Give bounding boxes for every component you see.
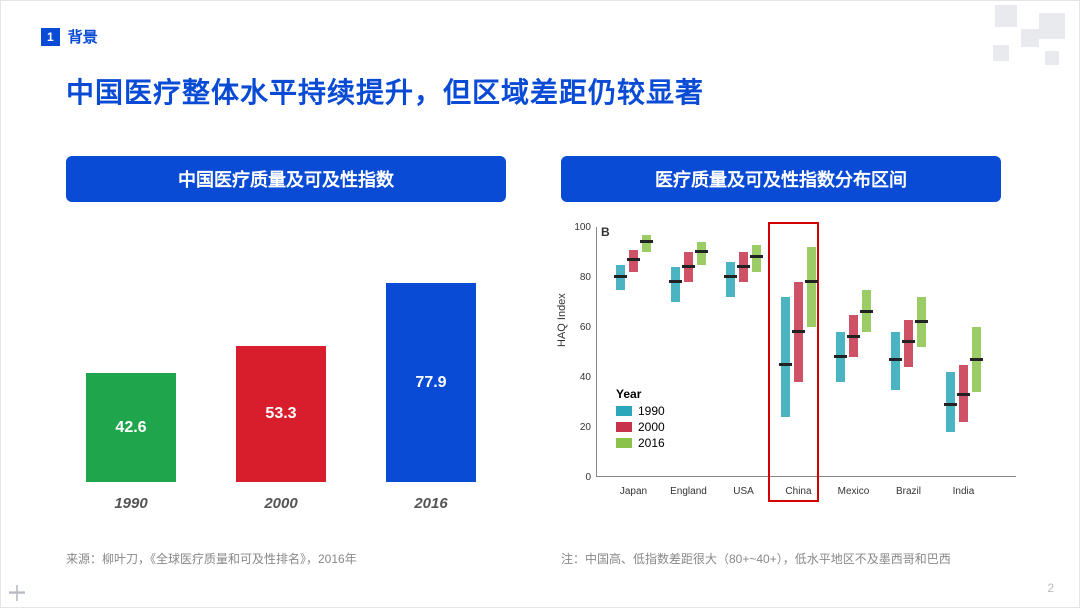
- x-tick: Mexico: [826, 486, 881, 497]
- range-median: [792, 330, 805, 333]
- range-bar: [904, 320, 913, 368]
- x-tick: Japan: [606, 486, 661, 497]
- right-footnote: 注：中国高、低指数差距很大（80+~40+），低水平地区不及墨西哥和巴西: [561, 550, 951, 567]
- y-tick: 20: [561, 422, 591, 433]
- range-median: [944, 403, 957, 406]
- bar-category-label: 2016: [386, 495, 476, 512]
- legend-item: 1990: [616, 404, 665, 418]
- legend-label: 2016: [638, 436, 665, 450]
- range-median: [627, 258, 640, 261]
- x-tick: Brazil: [881, 486, 936, 497]
- bar: 53.3: [236, 346, 326, 482]
- left-footnote: 来源：柳叶刀，《全球医疗质量和可及性排名》，2016年: [66, 550, 357, 567]
- range-bar: [697, 242, 706, 265]
- legend-label: 1990: [638, 404, 665, 418]
- range-median: [669, 280, 682, 283]
- range-bar: [642, 235, 651, 253]
- range-median: [779, 363, 792, 366]
- bar-chart: 42.6 1990 53.3 2000 77.9 2016: [66, 227, 506, 517]
- bar: 42.6: [86, 373, 176, 482]
- legend-item: 2000: [616, 420, 665, 434]
- range-bar: [891, 332, 900, 390]
- bar-category-label: 2000: [236, 495, 326, 512]
- section-number: 1: [41, 28, 60, 46]
- range-bar: [781, 297, 790, 417]
- legend-title: Year: [616, 387, 665, 401]
- range-bar: [671, 267, 680, 302]
- range-median: [889, 358, 902, 361]
- page-title: 中国医疗整体水平持续提升，但区域差距仍较显著: [66, 71, 704, 111]
- page-number: 2: [1047, 581, 1054, 595]
- range-bar: [752, 245, 761, 273]
- range-chart: B020406080100HAQ IndexJapanEnglandUSAChi…: [561, 217, 1021, 507]
- bar: 77.9: [386, 283, 476, 482]
- range-median: [750, 255, 763, 258]
- slide: 1 背景 中国医疗整体水平持续提升，但区域差距仍较显著 中国医疗质量及可及性指数…: [0, 0, 1080, 608]
- legend-swatch: [616, 422, 632, 432]
- left-panel-header: 中国医疗质量及可及性指数: [66, 156, 506, 202]
- range-median: [737, 265, 750, 268]
- legend-item: 2016: [616, 436, 665, 450]
- y-axis-label: HAQ Index: [556, 293, 568, 347]
- section-label: 背景: [68, 26, 98, 47]
- range-median: [834, 355, 847, 358]
- range-median: [860, 310, 873, 313]
- x-tick: England: [661, 486, 716, 497]
- legend-swatch: [616, 406, 632, 416]
- range-median: [640, 240, 653, 243]
- range-median: [695, 250, 708, 253]
- logo-icon: [9, 585, 25, 601]
- section-tag: 1 背景: [41, 26, 98, 47]
- left-panel: 中国医疗质量及可及性指数 42.6 1990 53.3 2000 77.9 2016: [66, 156, 506, 517]
- range-bar: [807, 247, 816, 327]
- x-tick: India: [936, 486, 991, 497]
- y-tick: 80: [561, 272, 591, 283]
- range-median: [682, 265, 695, 268]
- y-tick: 40: [561, 372, 591, 383]
- range-median: [614, 275, 627, 278]
- range-median: [970, 358, 983, 361]
- range-median: [902, 340, 915, 343]
- range-bar: [629, 250, 638, 273]
- range-median: [915, 320, 928, 323]
- y-tick: 0: [561, 472, 591, 483]
- legend-swatch: [616, 438, 632, 448]
- legend: Year 1990 2000 2016: [616, 387, 665, 452]
- y-tick: 100: [561, 222, 591, 233]
- corner-decoration: [929, 1, 1069, 81]
- legend-label: 2000: [638, 420, 665, 434]
- right-panel: 医疗质量及可及性指数分布区间 B020406080100HAQ IndexJap…: [561, 156, 1001, 507]
- range-median: [724, 275, 737, 278]
- chart-corner-label: B: [601, 225, 610, 239]
- right-panel-header: 医疗质量及可及性指数分布区间: [561, 156, 1001, 202]
- range-bar: [726, 262, 735, 297]
- range-median: [957, 393, 970, 396]
- range-median: [847, 335, 860, 338]
- range-median: [805, 280, 818, 283]
- x-tick: USA: [716, 486, 771, 497]
- bar-category-label: 1990: [86, 495, 176, 512]
